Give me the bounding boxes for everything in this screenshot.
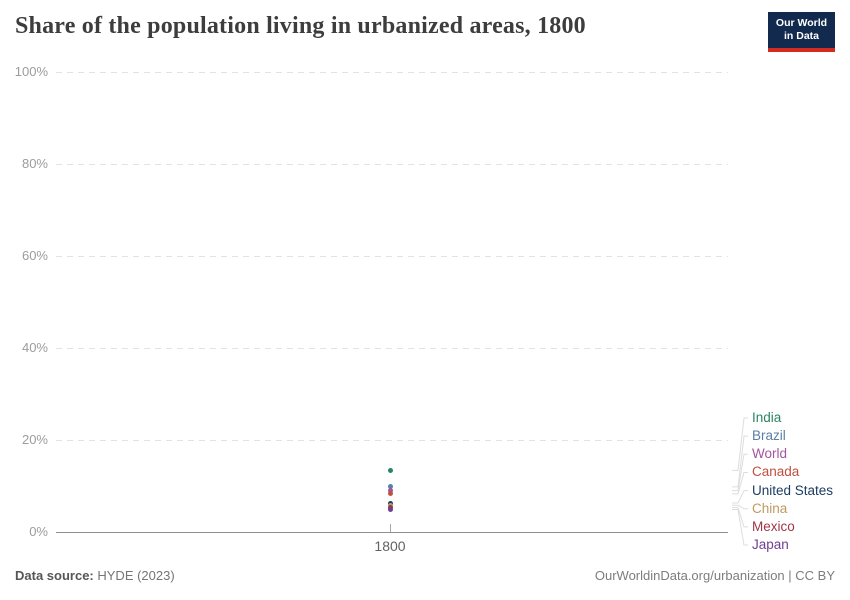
connector-canada (732, 471, 748, 495)
legend-label-india[interactable]: India (752, 410, 782, 425)
connector-mexico (732, 507, 748, 528)
connector-india (732, 417, 748, 471)
data-point-japan[interactable] (387, 506, 393, 512)
connector-china (732, 504, 748, 510)
legend-label-mexico[interactable]: Mexico (752, 518, 795, 534)
y-tick-label-40: 40% (21, 339, 48, 355)
connector-japan (732, 508, 748, 546)
data-source: Data source: HYDE (2023) (15, 568, 175, 583)
owid-logo-line1: Our World (775, 17, 828, 29)
x-axis-line (56, 531, 728, 533)
gridline-60 (56, 255, 728, 257)
data-source-value: HYDE (2023) (97, 568, 175, 583)
legend-label-brazil[interactable]: Brazil (752, 428, 786, 444)
legend-label-world[interactable]: World (752, 446, 788, 462)
legend-label-united-states[interactable]: United States (752, 482, 834, 498)
credit-link[interactable]: OurWorldinData.org/urbanization | CC BY (594, 568, 835, 583)
gridline-80 (56, 163, 728, 165)
connector-world (732, 453, 748, 492)
gridline-40 (56, 347, 728, 349)
data-point-brazil[interactable] (387, 484, 393, 490)
data-point-canada[interactable] (387, 491, 393, 497)
data-source-label: Data source: (15, 568, 94, 583)
owid-logo-line2: in Data (783, 30, 819, 42)
legend-label-canada[interactable]: Canada (752, 464, 800, 480)
y-tick-label-0: 0% (29, 523, 48, 539)
y-tick-label-20: 20% (21, 431, 48, 447)
x-tick-mark (390, 524, 391, 532)
chart-title: Share of the population living in urbani… (15, 13, 586, 39)
connector-united-states (732, 490, 748, 504)
legend-label-japan[interactable]: Japan (752, 537, 789, 553)
y-tick-label-80: 80% (21, 155, 48, 171)
owid-logo[interactable]: Our World in Data (768, 12, 835, 52)
data-point-world[interactable] (387, 488, 393, 494)
gridline-100 (56, 72, 728, 73)
connector-brazil (732, 435, 748, 488)
legend-label-china[interactable]: China (752, 500, 788, 516)
gridline-20 (56, 439, 728, 441)
chart-footer: Data source: HYDE (2023) OurWorldinData.… (15, 568, 835, 583)
data-point-india[interactable] (387, 467, 393, 473)
y-tick-label-60: 60% (21, 247, 48, 263)
y-tick-label-100: 100% (14, 64, 48, 79)
x-tick-label: 1800 (374, 538, 406, 554)
